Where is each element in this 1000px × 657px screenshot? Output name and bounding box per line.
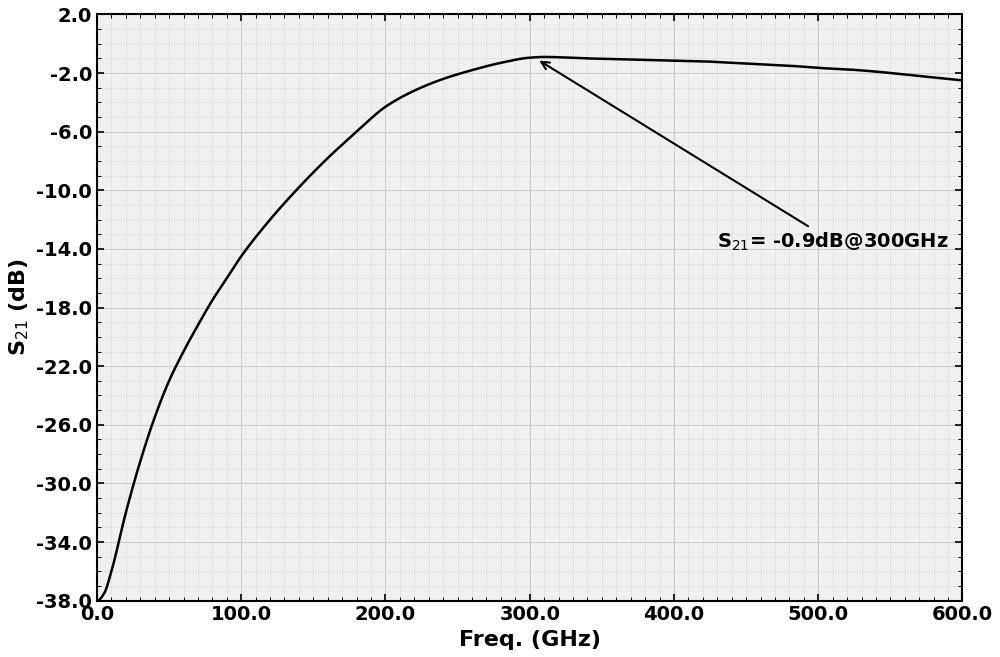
X-axis label: Freq. (GHz): Freq. (GHz) bbox=[459, 630, 601, 650]
Y-axis label: S$_{21}$ (dB): S$_{21}$ (dB) bbox=[7, 259, 31, 356]
Text: S$_{21}$= -0.9dB@300GHz: S$_{21}$= -0.9dB@300GHz bbox=[541, 62, 949, 253]
